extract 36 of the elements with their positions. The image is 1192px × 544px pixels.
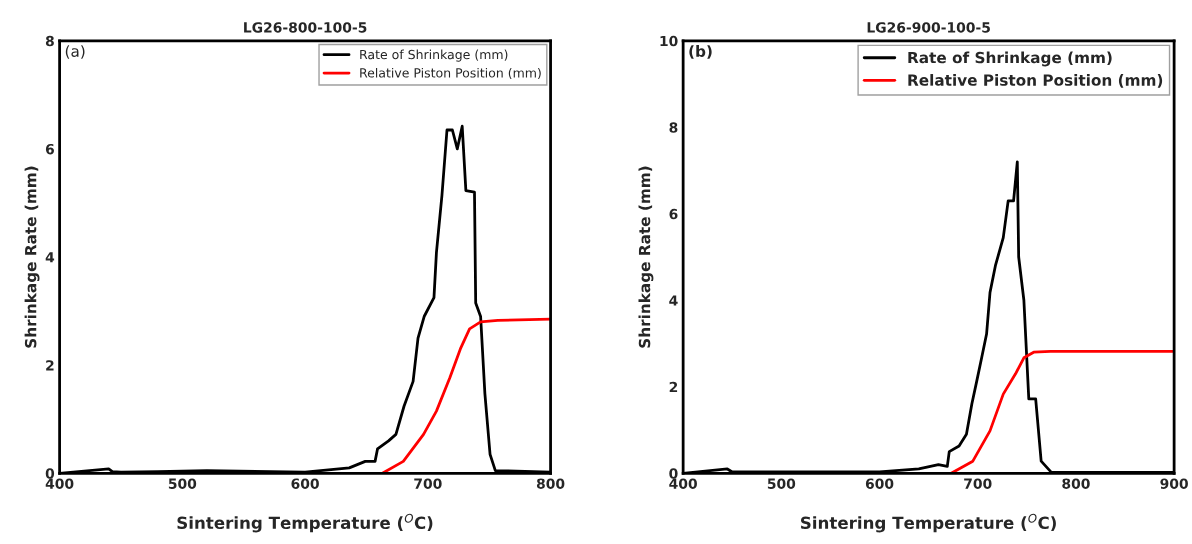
line-series	[381, 317, 551, 474]
y-tick-label: 8	[45, 35, 54, 47]
x-tick-label: 400	[45, 478, 74, 489]
x-tick-label: 700	[964, 478, 992, 489]
y-tick-label: 6	[45, 143, 54, 155]
x-tick-label: 400	[669, 478, 697, 489]
legend-label: Relative Piston Position (mm)	[908, 74, 1163, 88]
y-axis-title: Shrinkage Rate (mm)	[24, 166, 40, 348]
y-tick-label: 4	[669, 295, 678, 306]
x-tick-label: 500	[767, 478, 796, 489]
y-tick-label: 4	[45, 252, 55, 263]
x-tick-label: 800	[536, 478, 565, 489]
x-tick-label: 600	[291, 478, 319, 489]
chart-title: LG26-900-100-5	[867, 22, 990, 33]
y-tick-label: 0	[45, 468, 55, 479]
x-tick-label: 500	[168, 478, 197, 489]
annotation: (a)	[65, 45, 85, 59]
x-tick-label: 800	[1062, 478, 1090, 489]
y-tick-label: 0	[669, 468, 678, 479]
y-tick-label: 2	[46, 360, 54, 371]
x-tick-label: 600	[865, 478, 894, 489]
annotation: (b)	[689, 45, 712, 59]
y-tick-label: 10	[660, 35, 678, 47]
y-tick-label: 2	[669, 381, 678, 393]
x-tick-label: 900	[1160, 478, 1188, 489]
x-axis-title: Sintering Temperature ($^{O}$C)	[177, 513, 433, 533]
x-axis-title: Sintering Temperature ($^{O}$C)	[800, 513, 1056, 533]
x-tick-label: 700	[414, 478, 442, 489]
legend-label: Relative Piston Position (mm)	[360, 67, 541, 80]
y-tick-label: 6	[669, 208, 678, 220]
chart-title: LG26-800-100-5	[244, 22, 367, 33]
line-series	[949, 349, 1175, 474]
legend-label: Rate of Shrinkage (mm)	[908, 51, 1112, 67]
y-axis-title: Shrinkage Rate (mm)	[638, 166, 654, 348]
legend-label: Rate of Shrinkage (mm)	[360, 49, 508, 62]
y-tick-label: 8	[669, 122, 678, 133]
